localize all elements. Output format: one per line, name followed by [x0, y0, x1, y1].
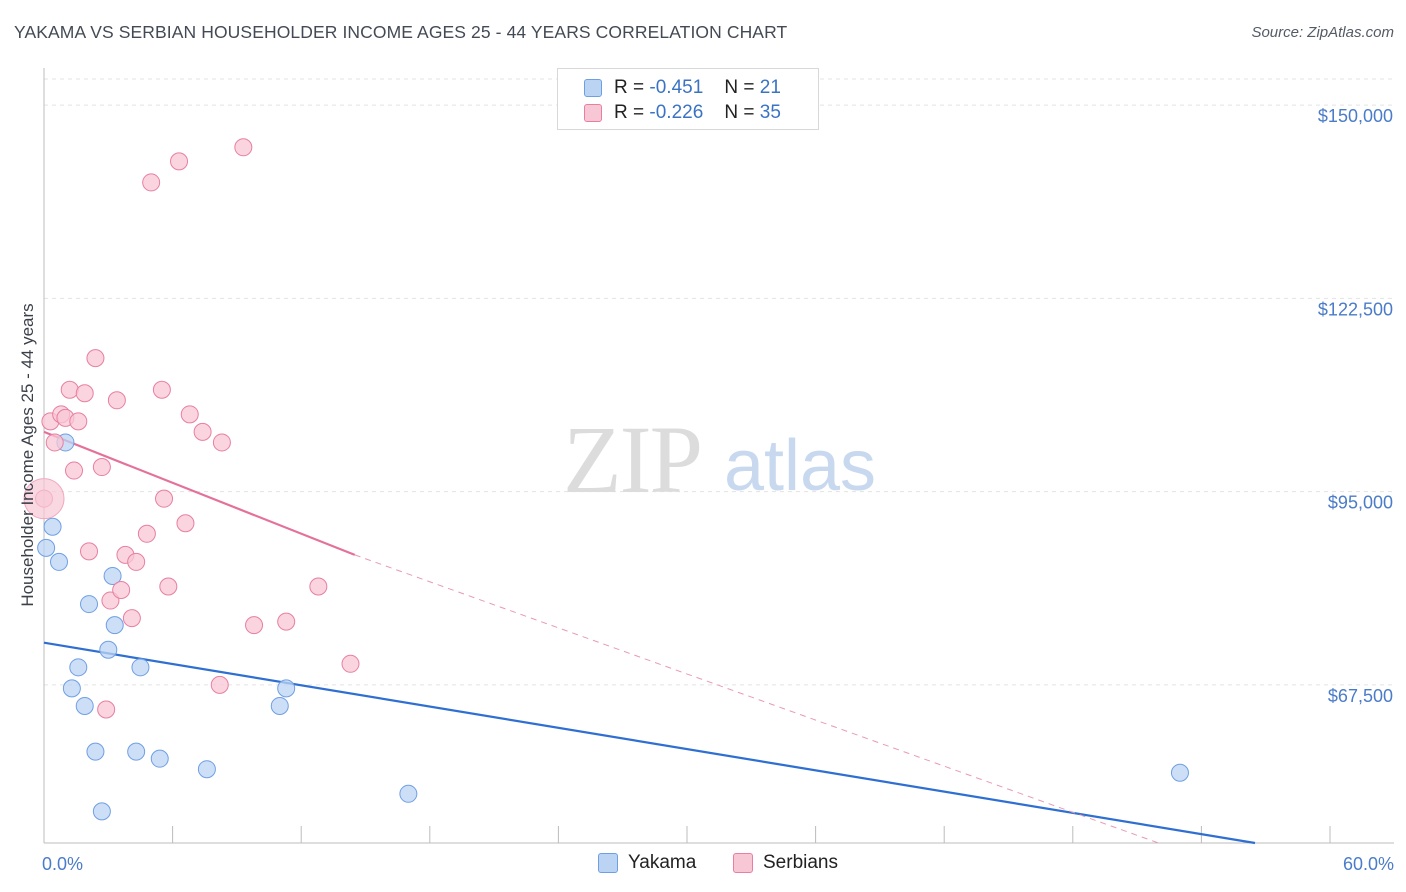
watermark: ZIP atlas [563, 406, 876, 513]
y-tick-label: $95,000 [1328, 493, 1393, 513]
x-tick-labels: 0.0% 60.0% [42, 854, 1394, 874]
trend-line-serbians [43, 430, 356, 556]
point-serbians [176, 514, 195, 533]
bottom-legend-swatch-yakama [598, 853, 618, 873]
point-serbians [142, 173, 161, 192]
point-serbians [170, 152, 189, 171]
point-serbians [45, 433, 64, 452]
legend-r-label: R = [614, 77, 645, 98]
point-serbians [97, 700, 116, 719]
point-serbians [277, 612, 296, 631]
point-yakama [75, 696, 94, 715]
point-yakama [197, 760, 216, 779]
point-yakama [150, 749, 169, 768]
y-axis-label: Householder Income Ages 25 - 44 years [18, 303, 37, 606]
y-tick-label: $122,500 [1318, 299, 1393, 319]
legend-r-value: -0.451 [649, 77, 704, 98]
point-serbians [69, 412, 88, 431]
point-serbians [107, 391, 126, 410]
y-tick-labels: $67,500 $95,000 $122,500 $150,000 [1318, 106, 1393, 706]
point-yakama [69, 658, 88, 677]
point-yakama [43, 517, 62, 536]
point-serbians [101, 591, 120, 610]
point-serbians [60, 380, 79, 399]
watermark-atlas: atlas [724, 426, 876, 506]
y-tick-label: $150,000 [1318, 106, 1393, 126]
point-serbians [92, 458, 111, 477]
trend-extension-serbians [354, 554, 1159, 844]
point-yakama [99, 640, 118, 659]
point-yakama [277, 679, 296, 698]
point-yakama [127, 742, 146, 761]
legend-n-label: N = [724, 102, 755, 123]
point-serbians [65, 461, 84, 480]
legend-swatch-yakama [584, 79, 602, 97]
bottom-legend-label-serbians: Serbians [763, 852, 838, 873]
point-serbians [159, 577, 178, 596]
point-yakama [105, 616, 124, 635]
point-yakama [92, 802, 111, 821]
trend-line-yakama [43, 641, 1256, 845]
point-yakama [37, 538, 56, 557]
legend-swatch-serbians [584, 104, 602, 122]
y-tick-label: $67,500 [1328, 686, 1393, 706]
point-serbians [341, 654, 360, 673]
point-yakama [62, 679, 81, 698]
legend-n-value: 21 [759, 77, 781, 98]
point-yakama [86, 742, 105, 761]
x-tick-label: 60.0% [1343, 854, 1394, 874]
point-yakama [131, 658, 150, 677]
point-serbians [155, 489, 174, 508]
point-serbians [112, 581, 131, 600]
x-tick-label: 0.0% [42, 854, 83, 874]
point-serbians [152, 380, 171, 399]
point-serbians [245, 616, 264, 635]
bottom-legend-swatch-serbians [733, 853, 753, 873]
point-serbians-large [23, 478, 65, 520]
axes [43, 68, 1394, 844]
point-serbians [122, 609, 141, 628]
point-serbians [75, 384, 94, 403]
point-serbians [234, 138, 253, 157]
point-serbians [210, 675, 229, 694]
point-serbians [180, 405, 199, 424]
trend-lines [43, 430, 1256, 845]
point-yakama [103, 566, 122, 585]
point-yakama [50, 552, 69, 571]
point-yakama [1170, 763, 1189, 782]
correlation-legend: R = -0.451 N = 21 R = -0.226 N = 35 [557, 68, 819, 130]
point-yakama [399, 784, 418, 803]
point-serbians [309, 577, 328, 596]
point-serbians [80, 542, 99, 561]
point-serbians [212, 433, 231, 452]
data-points [23, 138, 1189, 821]
legend-r-label: R = [614, 102, 645, 123]
bottom-legend-label-yakama: Yakama [628, 852, 697, 873]
legend-n-label: N = [724, 77, 755, 98]
point-serbians [193, 422, 212, 441]
chart-title: YAKAMA VS SERBIAN HOUSEHOLDER INCOME AGE… [14, 22, 788, 42]
point-serbians [127, 552, 146, 571]
point-serbians [137, 524, 156, 543]
legend-r-value: -0.226 [649, 102, 704, 123]
grid-lines [44, 78, 1394, 686]
point-yakama [270, 696, 289, 715]
watermark-zip: ZIP [563, 406, 701, 513]
legend-n-value: 35 [759, 102, 781, 123]
point-yakama [80, 595, 99, 614]
point-serbians [86, 349, 105, 368]
source-label: Source: ZipAtlas.com [1251, 24, 1394, 41]
